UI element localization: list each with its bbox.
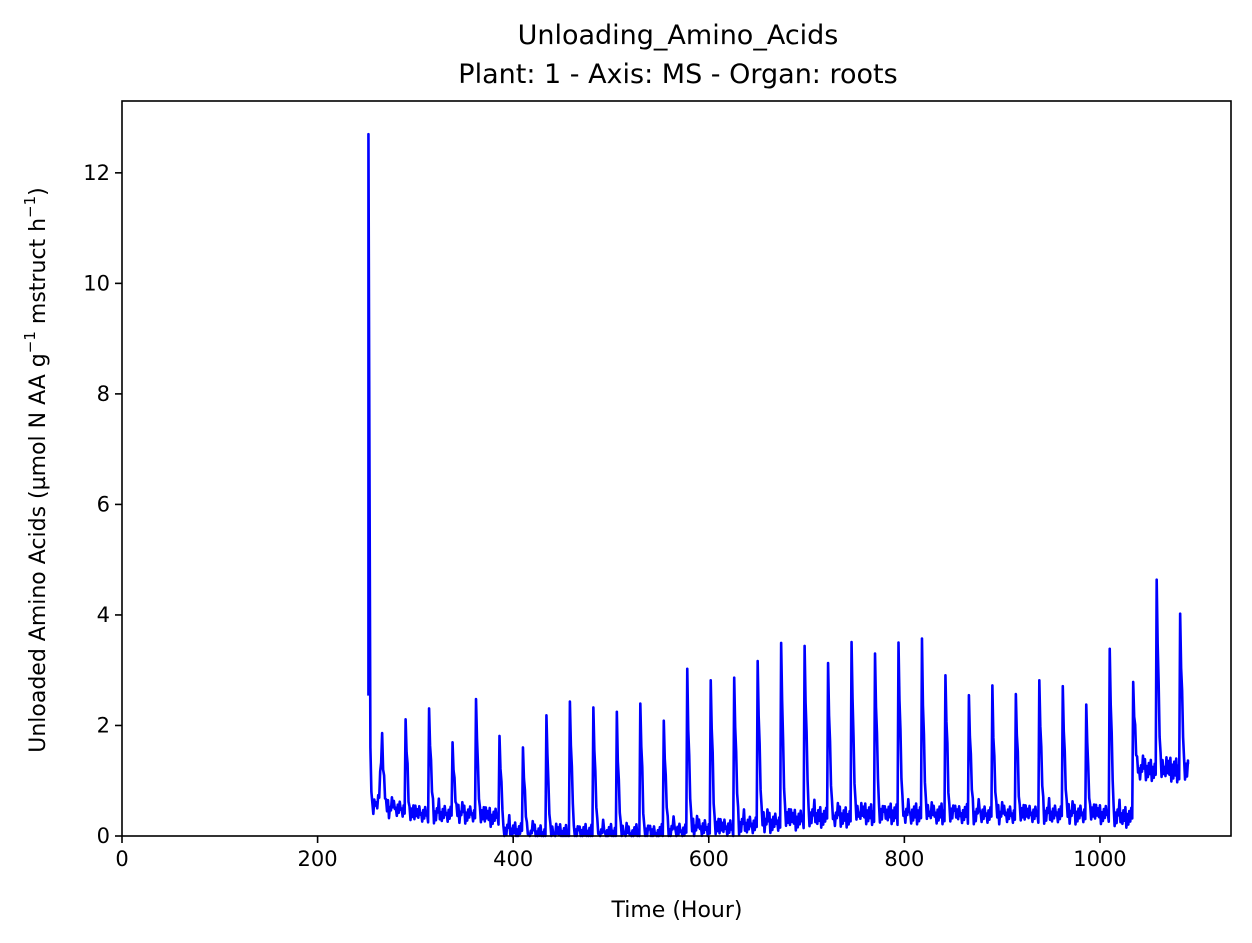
y-axis-ticks: 0 2 4 6 8 10 12 (83, 161, 122, 848)
y-axis-label: Unloaded Amino Acids (µmol N AA g−1 mstr… (21, 187, 51, 753)
y-axis-label-exp1: −1 (21, 331, 39, 353)
y-tick-label: 12 (83, 161, 110, 185)
y-tick-label: 2 (97, 713, 110, 737)
y-axis-label-exp2: −1 (21, 196, 39, 218)
x-axis-label: Time (Hour) (611, 898, 743, 923)
y-axis-label-mid: mstruct h (26, 218, 51, 331)
y-tick-label: 6 (97, 492, 110, 516)
y-tick-label: 0 (97, 824, 110, 848)
x-tick-label: 0 (115, 847, 128, 871)
series-line (367, 132, 1190, 838)
x-tick-label: 1000 (1073, 847, 1126, 871)
y-axis-label-end: ) (26, 187, 51, 196)
y-tick-label: 8 (97, 382, 110, 406)
chart-subtitle: Plant: 1 - Axis: MS - Organ: roots (458, 59, 897, 90)
x-tick-label: 200 (298, 847, 338, 871)
x-axis-ticks: 0 200 400 600 800 1000 (115, 836, 1127, 871)
axes-frame (121, 100, 1232, 837)
plot-area (367, 132, 1190, 838)
y-tick-label: 4 (97, 603, 110, 627)
y-axis-label-main: Unloaded Amino Acids (µmol N AA g (26, 353, 51, 753)
x-tick-label: 600 (689, 847, 729, 871)
chart-title: Unloading_Amino_Acids (518, 20, 839, 51)
x-tick-label: 800 (884, 847, 924, 871)
x-tick-label: 400 (493, 847, 533, 871)
y-tick-label: 10 (83, 271, 110, 295)
